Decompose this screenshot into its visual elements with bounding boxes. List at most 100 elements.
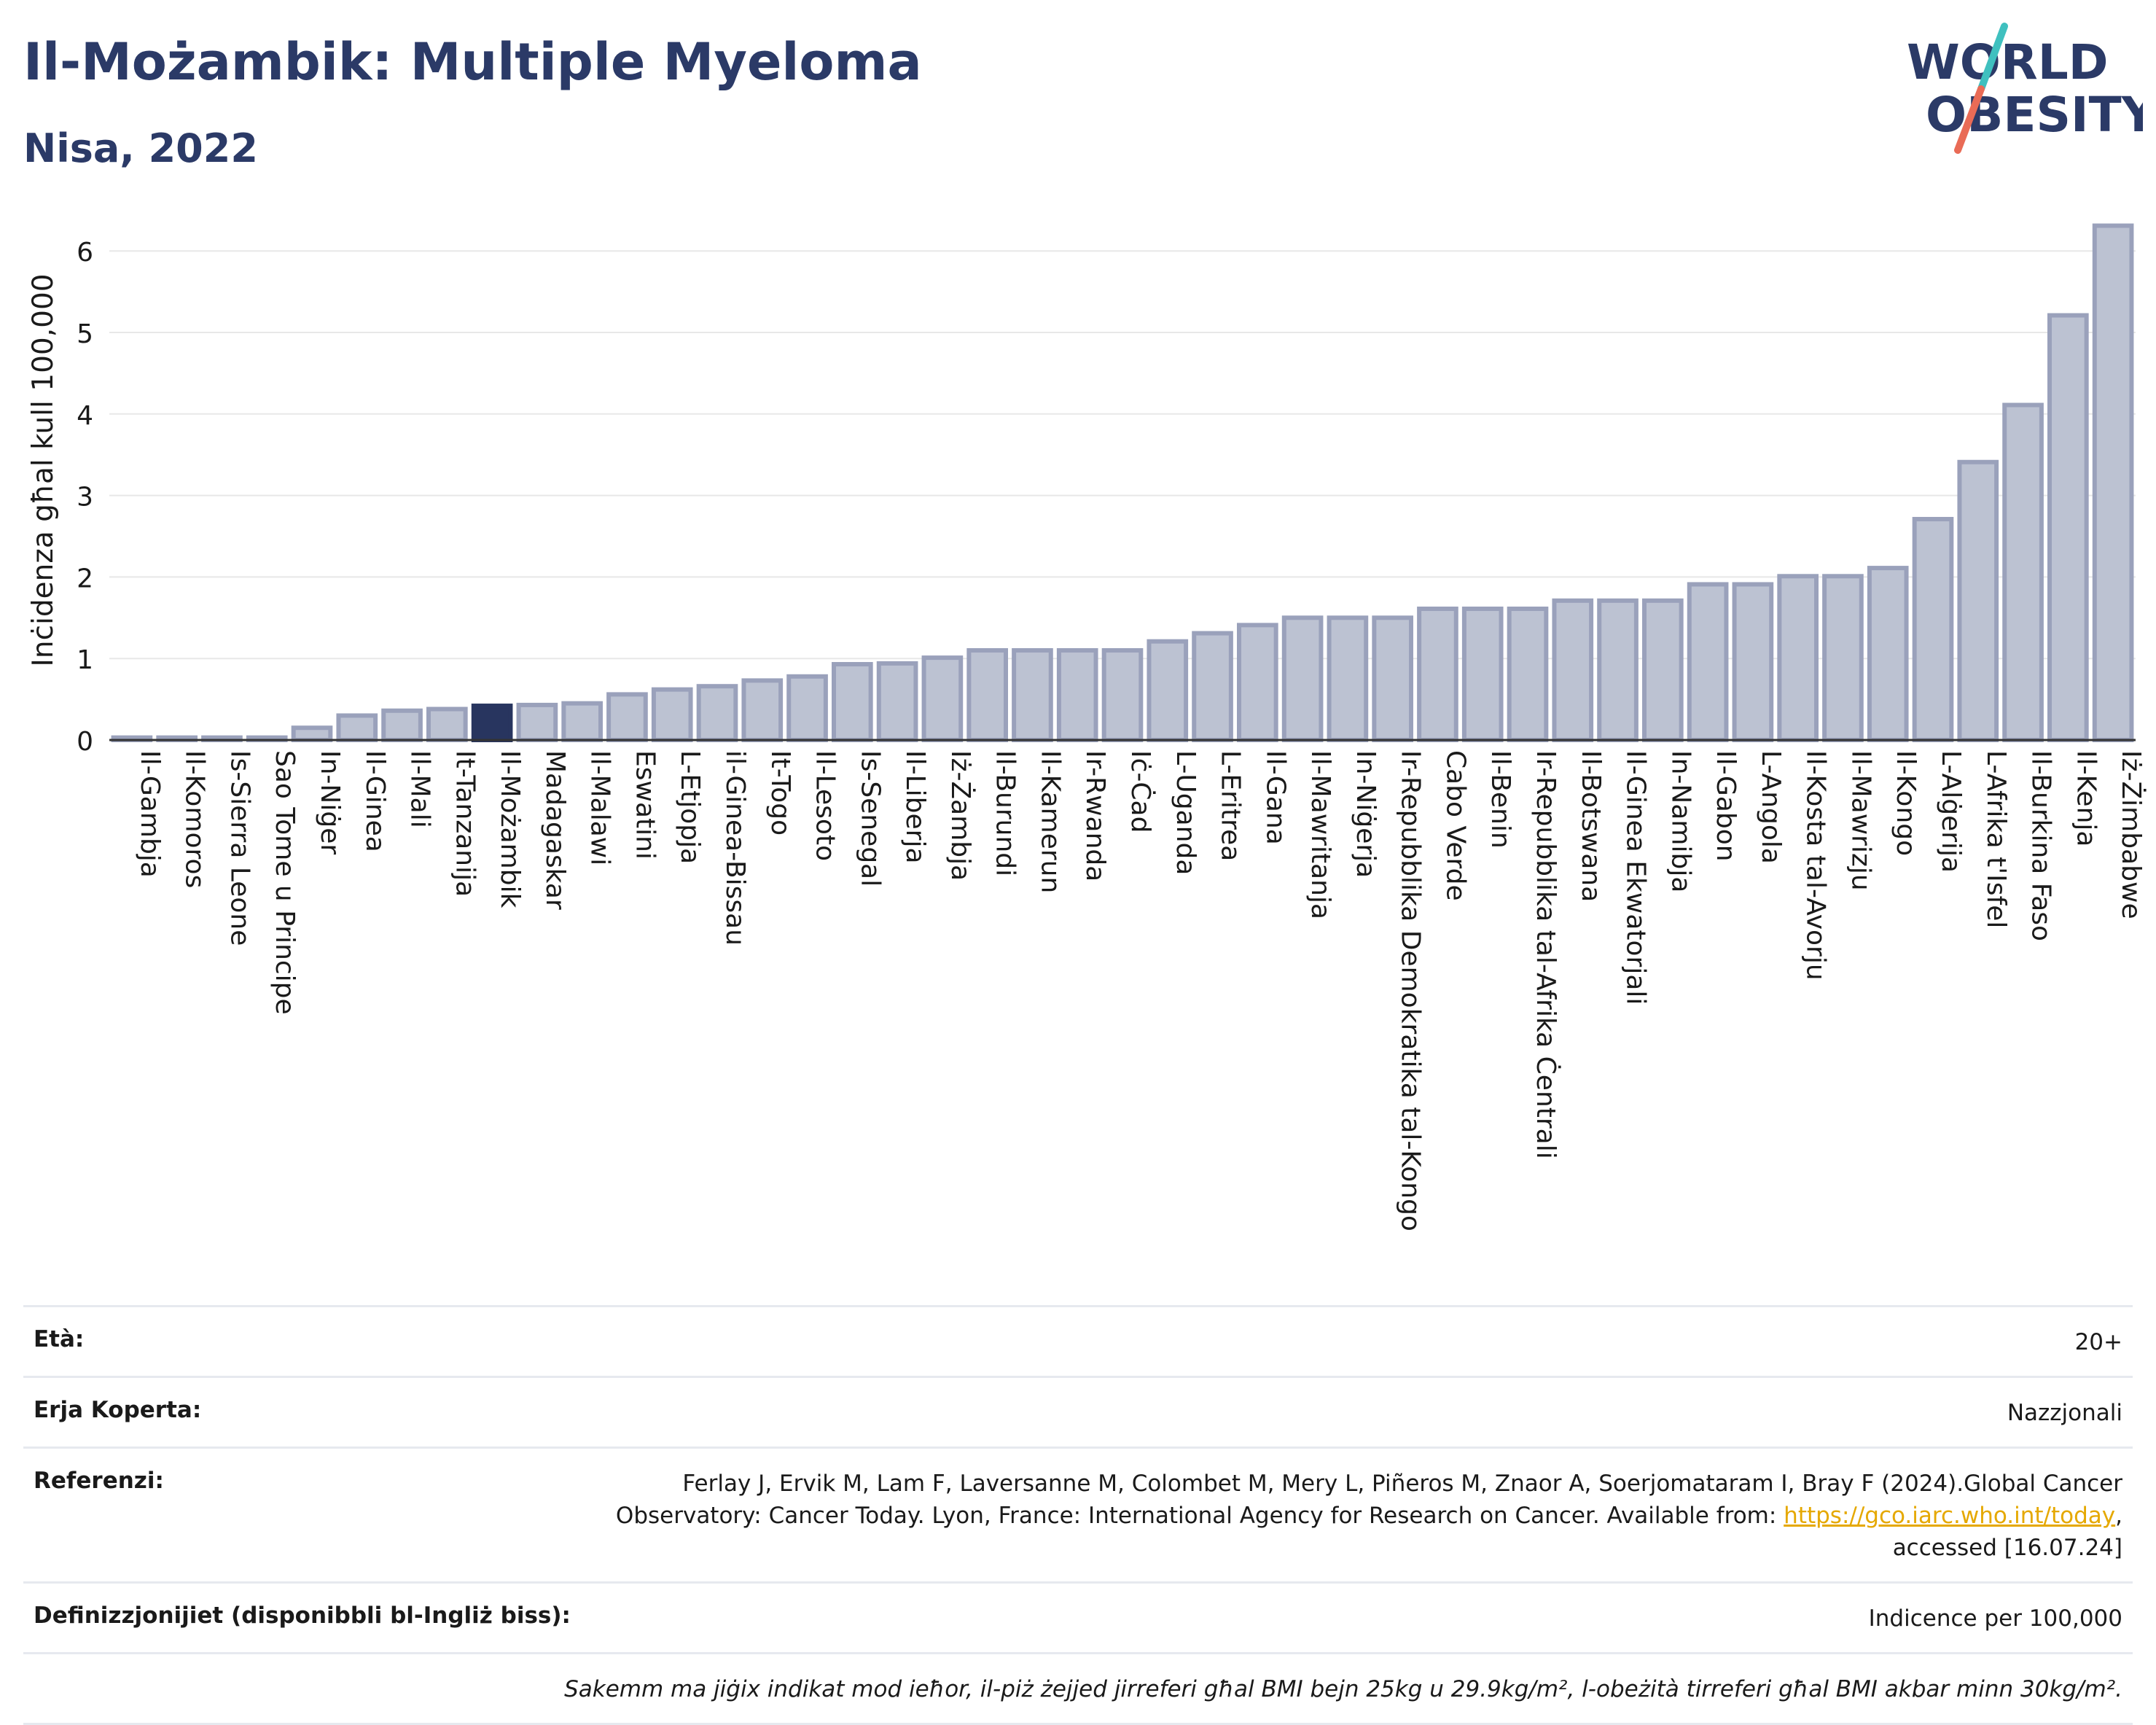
bars (111, 223, 2134, 743)
x-tick-label: Il-Ginea (360, 750, 390, 852)
x-tick-label: Ir-Repubblika tal-Afrika Ċentrali (1531, 750, 1561, 1159)
bar-18 (921, 655, 964, 742)
x-tick-label: Il-Lesoto (811, 750, 840, 861)
x-tick-label: It-Tanzanija (450, 750, 480, 897)
x-tick-label: Iż-Żimbabwe (2116, 750, 2147, 919)
logo-slash-teal (1977, 23, 2008, 93)
x-tick-label: Il-Mali (405, 750, 435, 828)
definitions-value: Indicence per 100,000 (1868, 1605, 2122, 1632)
y-tick-label: 4 (77, 401, 93, 431)
bar-43 (2047, 313, 2089, 743)
x-tick-label: Il-Gambja (135, 750, 165, 878)
reference-value: Ferlay J, Ervik M, Lam F, Laversanne M, … (615, 1471, 2122, 1562)
area-label: Erja Koperta: (34, 1397, 202, 1424)
x-tick-label: Cabo Verde (1440, 750, 1470, 901)
y-tick-label: 2 (77, 564, 93, 593)
bar-12 (651, 687, 693, 743)
bar-37 (1777, 574, 1819, 742)
x-tick-label: Il-Ginea Ekwatorjali (1621, 750, 1651, 1005)
y-tick-label: 1 (77, 645, 93, 675)
x-tick-label: Ir-Repubblika Demokratika tal-Kongo (1396, 750, 1426, 1231)
x-tick-label: Is-Sierra Leone (224, 750, 254, 946)
x-tick-label: Il-Botswana (1576, 750, 1606, 902)
reference-line-3: accessed [16.07.24] (1892, 1535, 2122, 1562)
x-tick-label: Il-Mawrizju (1846, 750, 1875, 891)
axes: 0 1 2 3 4 5 6 Il-Gambja Il-Komoros Is-Sierra Leon… (77, 238, 2147, 1231)
bar-19 (966, 648, 1008, 743)
x-tick-label: Il-Benin (1485, 750, 1515, 849)
bar-11 (606, 692, 648, 743)
bar-chart: 0 1 2 3 4 5 6 Il-Gambja Il-Komoros Is-Sierra Leon… (27, 223, 2147, 1231)
bar-8 (471, 704, 513, 743)
bar-29 (1417, 607, 1458, 743)
bar-39 (1867, 566, 1909, 742)
bar-33 (1597, 598, 1639, 743)
x-tick-label: L-Etjopja (675, 750, 705, 864)
x-tick-label: L-Uganda (1171, 750, 1200, 875)
bar-22 (1101, 648, 1144, 743)
x-tick-label: Il-Burkina Faso (2026, 750, 2056, 941)
y-tick-label: 3 (77, 483, 93, 513)
meta-row-reference: Referenzi: Ferlay J, Ervik M, Lam F, Lav… (23, 1446, 2133, 1581)
bar-16 (832, 662, 873, 742)
x-tick-label: Il-Komoros (180, 750, 210, 888)
reference-link[interactable]: https://gco.iarc.who.int/today (1784, 1503, 2116, 1530)
x-tick-label: il-Ginea-Bissau (720, 750, 750, 946)
bar-28 (1372, 615, 1413, 742)
x-tick-label: Il-Gana (1260, 750, 1290, 845)
bar-38 (1822, 574, 1864, 742)
meta-row-note: Sakemm ma jiġix indikat mod ieħor, il-pi… (23, 1652, 2133, 1725)
bar-41 (1957, 459, 1999, 743)
x-tick-label: Il-Kenja (2071, 750, 2101, 846)
bar-24 (1192, 631, 1233, 742)
logo-text-world: WORLD (1907, 34, 2109, 90)
x-tick-label: Il-Liberja (900, 750, 930, 864)
bar-21 (1056, 648, 1098, 743)
bar-13 (696, 684, 738, 742)
x-tick-label: Eswatini (630, 750, 660, 860)
bar-14 (741, 678, 784, 742)
bar-15 (786, 674, 828, 743)
world-obesity-logo: WORLD OBESITY (1907, 23, 2143, 154)
bar-36 (1732, 582, 1774, 742)
bar-42 (2002, 402, 2044, 742)
x-tick-label: L-Eritrea (1216, 750, 1246, 861)
area-value: Nazzjonali (2007, 1400, 2122, 1427)
x-tick-label: Iċ-Ċad (1125, 750, 1156, 833)
bar-35 (1687, 582, 1729, 742)
bar-5 (336, 713, 378, 743)
meta-row-definitions: Definizzjonijiet (disponibbli bl-Ingliż … (23, 1581, 2133, 1652)
page-title: Il-Możambik: Multiple Myeloma (23, 32, 922, 92)
bar-26 (1281, 615, 1324, 742)
y-tick-label: 0 (77, 727, 93, 757)
x-tick-label: Is-Senegal (855, 750, 885, 887)
age-value: 20+ (2074, 1329, 2122, 1355)
bar-40 (1912, 517, 1954, 742)
bar-10 (561, 701, 603, 743)
bar-44 (2092, 223, 2134, 742)
bar-27 (1327, 615, 1369, 742)
definitions-label: Definizzjonijiet (disponibbli bl-Ingliż … (34, 1603, 571, 1629)
bar-25 (1237, 623, 1278, 742)
x-tick-label: Il-Burundi (991, 750, 1020, 876)
x-tick-label: Il-Malawi (585, 750, 615, 865)
reference-line-2: Observatory: Cancer Today. Lyon, France:… (615, 1503, 1777, 1530)
bar-30 (1461, 607, 1504, 743)
x-tick-label: Sao Tome u Principe (270, 750, 300, 1015)
bar-34 (1642, 598, 1684, 743)
x-tick-label: Il-Kongo (1891, 750, 1921, 856)
note-text: Sakemm ma jiġix indikat mod ieħor, il-pi… (564, 1676, 2122, 1703)
x-tick-label: Ir-Rwanda (1080, 750, 1110, 881)
bar-23 (1147, 639, 1189, 742)
x-tick-label: Il-Możambik (495, 750, 525, 908)
bar-9 (516, 702, 558, 743)
x-tick-label: Iż-Żambja (945, 750, 976, 881)
x-tick-label: Il-Kosta tal-Avorju (1801, 750, 1831, 981)
x-tick-label: Madagaskar (540, 750, 570, 910)
bar-17 (876, 661, 918, 743)
x-tick-label: It-Togo (765, 750, 795, 836)
x-tick-label: In-Niġerja (1351, 750, 1380, 878)
metadata-table: Età: 20+ Erja Koperta: Nazzjonali Refere… (23, 1305, 2133, 1725)
logo-slash-coral (1954, 85, 1985, 154)
bar-6 (381, 708, 423, 743)
